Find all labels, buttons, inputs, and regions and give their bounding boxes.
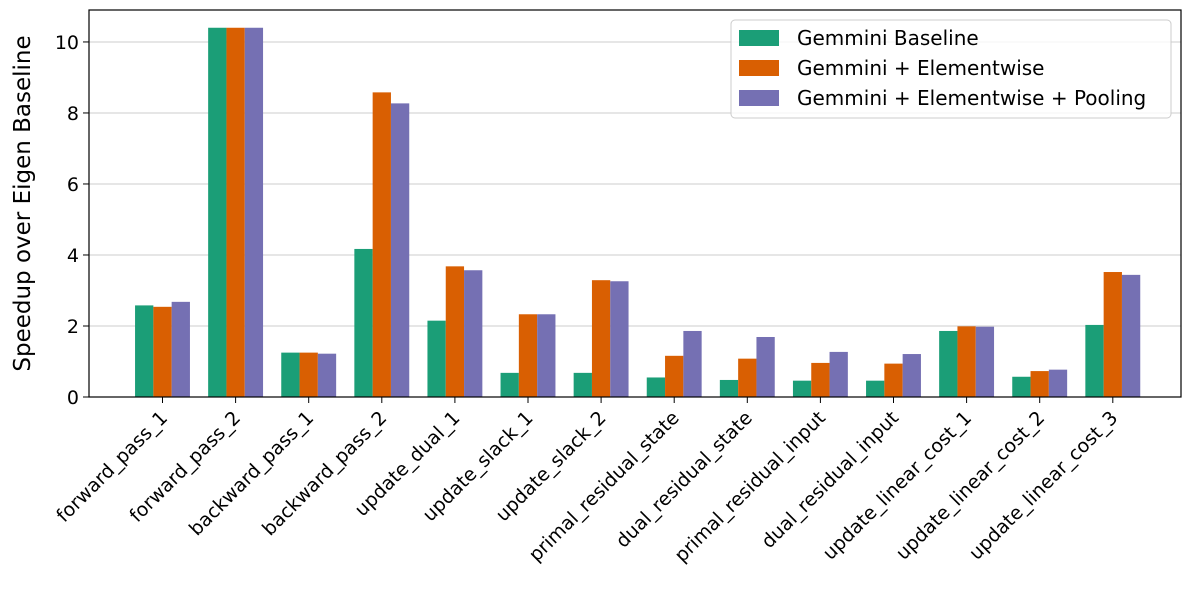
bar bbox=[811, 362, 830, 397]
x-tick-label: dual_residual_state bbox=[612, 407, 757, 552]
plot-frame bbox=[88, 9, 1182, 398]
bar bbox=[792, 380, 812, 397]
bar bbox=[573, 372, 592, 397]
bar bbox=[390, 103, 410, 397]
y-tick-label: 8 bbox=[67, 103, 79, 125]
bar bbox=[354, 248, 373, 397]
x-tick-label: update_linear_cost_2 bbox=[892, 407, 1049, 564]
bar bbox=[171, 301, 190, 397]
x-tick-label: dual_residual_input bbox=[757, 407, 903, 553]
bar bbox=[665, 355, 684, 397]
bar bbox=[866, 380, 885, 397]
bar bbox=[1012, 376, 1031, 397]
bar bbox=[427, 320, 446, 397]
legend-label: Gemmini + Elementwise bbox=[797, 56, 1044, 80]
bar bbox=[829, 351, 848, 397]
bar bbox=[957, 326, 976, 397]
x-tick-label: primal_residual_state bbox=[525, 407, 684, 566]
bar bbox=[1103, 272, 1122, 397]
bar bbox=[975, 326, 995, 397]
bar bbox=[738, 358, 757, 397]
bar bbox=[226, 27, 245, 398]
bar bbox=[719, 379, 739, 397]
y-tick-label: 2 bbox=[67, 316, 79, 338]
bar bbox=[372, 92, 391, 398]
bar bbox=[683, 330, 702, 397]
y-tick-label: 4 bbox=[67, 245, 79, 267]
bar bbox=[1121, 274, 1141, 397]
bar bbox=[1030, 371, 1049, 397]
y-tick-label: 10 bbox=[55, 32, 79, 54]
x-tick-label: backward_pass_2 bbox=[258, 407, 391, 540]
x-tick-label: update_linear_cost_1 bbox=[819, 407, 976, 564]
bar bbox=[537, 314, 556, 397]
bar bbox=[884, 363, 903, 397]
bar bbox=[299, 352, 318, 397]
x-tick-label: backward_pass_1 bbox=[185, 407, 318, 540]
bar bbox=[317, 353, 337, 397]
bar bbox=[518, 314, 538, 397]
bars bbox=[135, 27, 1141, 398]
bar bbox=[500, 372, 519, 397]
bar bbox=[591, 280, 611, 397]
legend-label: Gemmini + Elementwise + Pooling bbox=[797, 86, 1146, 110]
bar bbox=[208, 27, 227, 398]
bar bbox=[646, 377, 666, 397]
y-tick-label: 6 bbox=[67, 174, 79, 196]
x-axis: forward_pass_1forward_pass_2backward_pas… bbox=[52, 397, 1122, 567]
bar bbox=[610, 281, 629, 397]
bar bbox=[464, 270, 483, 397]
bar bbox=[135, 305, 154, 397]
y-tick-label: 0 bbox=[67, 387, 79, 409]
legend-swatch bbox=[739, 90, 779, 106]
x-tick-label: primal_residual_input bbox=[670, 407, 830, 567]
bar bbox=[902, 354, 921, 397]
bar bbox=[244, 27, 264, 398]
legend-box bbox=[730, 19, 1172, 119]
bar bbox=[445, 266, 465, 397]
bar bbox=[1048, 369, 1068, 397]
legend-swatch bbox=[739, 30, 779, 46]
legend-swatch bbox=[739, 60, 779, 76]
bar bbox=[281, 352, 300, 397]
x-tick-label: update_linear_cost_3 bbox=[965, 407, 1122, 564]
bar bbox=[939, 330, 958, 397]
bar bbox=[756, 336, 775, 397]
bar bbox=[153, 306, 172, 397]
bar bbox=[1085, 324, 1104, 397]
y-axis-label: Speedup over Eigen Baseline bbox=[10, 35, 36, 371]
legend: Gemmini Baseline Gemmini + Elementwise Gem… bbox=[730, 19, 1172, 119]
y-axis: 0 2 4 6 8 10 bbox=[55, 32, 89, 409]
legend-label: Gemmini Baseline bbox=[797, 26, 979, 50]
